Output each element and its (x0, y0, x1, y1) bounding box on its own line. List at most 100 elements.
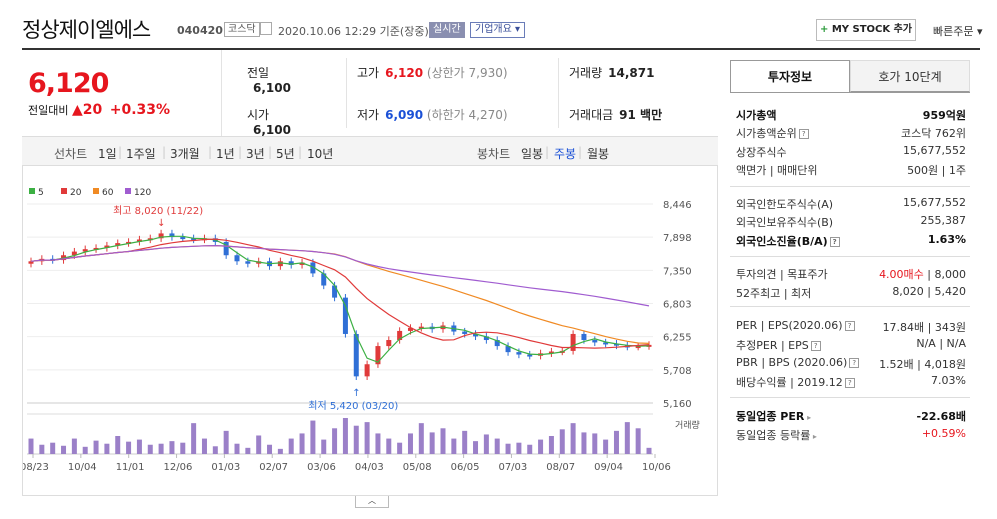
period-10y[interactable]: 10년 (307, 147, 334, 161)
volume-bar (234, 443, 240, 454)
volume-bar (646, 447, 652, 454)
tab-orderbook[interactable]: 호가 10단계 (850, 60, 970, 92)
x-tick-label: 08/07 (546, 462, 575, 473)
period-3m[interactable]: 3개월 (170, 147, 200, 161)
down-arrow-icon: ↓ (157, 218, 165, 229)
legend-label: 60 (102, 188, 114, 198)
header-divider (22, 48, 980, 50)
candle-body (332, 285, 338, 298)
y-tick-label: 5,708 (663, 366, 692, 377)
x-tick-label: 05/08 (403, 462, 432, 473)
info-value: 4.00매수 | 8,000 (879, 268, 966, 281)
info-row: 상장주식수 15,677,552 (736, 144, 966, 163)
candle-body (527, 354, 533, 357)
volume-bar (494, 438, 500, 454)
legend-swatch (125, 188, 131, 194)
legend-swatch (29, 188, 35, 194)
period-1d[interactable]: 1일 (98, 147, 117, 161)
volume-bar (158, 443, 164, 454)
period-3y[interactable]: 3년 (246, 147, 265, 161)
info-label: 배당수익률 | 2019.12? (736, 374, 855, 390)
volume-bar (180, 442, 186, 454)
volume-bar (82, 446, 88, 454)
volume-bar (267, 444, 273, 454)
volume-bar (538, 439, 544, 454)
info-divider (730, 397, 970, 398)
volume-bar (635, 428, 641, 454)
volume-bar (364, 422, 370, 454)
stock-code: 040420 (177, 24, 223, 37)
info-label: 시가총액순위? (736, 125, 809, 141)
candle-body (71, 251, 77, 256)
volume-bar (624, 422, 630, 454)
info-label: 시가총액 (736, 109, 777, 122)
stock-header: 정상제이엘에스 040420 코스닥 2020.10.06 12:29 기준(장… (0, 0, 997, 50)
y-tick-label: 8,446 (663, 200, 692, 211)
info-value: 255,387 (920, 214, 967, 227)
volume-bar (332, 428, 338, 454)
help-icon[interactable]: ? (798, 129, 809, 139)
help-icon[interactable]: ? (849, 358, 860, 368)
candle-body (147, 238, 153, 241)
divider: | (545, 145, 550, 159)
line-chart-label: 선차트 (54, 147, 88, 161)
help-icon[interactable]: ? (844, 378, 855, 388)
period-5y[interactable]: 5년 (276, 147, 295, 161)
price-change: 전일대비 ▲20 +0.33% (28, 102, 170, 118)
candle-body (28, 261, 34, 264)
info-row: 52주최고 | 최저 8,020 | 5,420 (736, 285, 966, 304)
volume-bar (429, 432, 435, 454)
candle-body (234, 255, 240, 262)
current-price: 6,120 (28, 68, 109, 99)
volume-bar (39, 444, 45, 454)
volume-bar (386, 438, 392, 454)
stock-name: 정상제이엘에스 (22, 18, 151, 42)
add-mystock-label: MY STOCK 추가 (831, 24, 913, 35)
info-row: 외국인한도주식수(A) 15,677,552 (736, 196, 966, 215)
volume-bar (245, 447, 251, 454)
info-row: 액면가 | 매매단위 500원 | 1주 (736, 162, 966, 181)
period-1y[interactable]: 1년 (216, 147, 235, 161)
candle-daily[interactable]: 일봉 (521, 147, 544, 161)
candle-body (245, 261, 251, 264)
candle-monthly[interactable]: 월봉 (587, 147, 610, 161)
volume-label: 거래량 (675, 419, 700, 431)
divider: | (578, 145, 583, 159)
legend-label: 5 (38, 188, 44, 198)
candle-body (483, 336, 489, 341)
y-tick-label: 7,350 (663, 266, 692, 277)
volume-bar (483, 434, 489, 454)
period-1w[interactable]: 1주일 (126, 147, 156, 161)
candle-body (82, 249, 88, 252)
realtime-button[interactable]: 실시간 (429, 22, 465, 38)
volume-bar (581, 432, 587, 454)
candle-body (494, 340, 500, 347)
x-tick-label: 04/03 (355, 462, 384, 473)
candle-body (407, 327, 413, 331)
candle-body (548, 351, 554, 354)
chevron-right-icon[interactable]: ▸ (804, 413, 812, 422)
info-row: 외국인소진율(B/A)? 1.63% (736, 233, 966, 252)
info-value: +0.59% (921, 427, 966, 440)
tab-investment-info[interactable]: 투자정보 (730, 60, 850, 92)
info-value: 코스닥 762위 (901, 127, 966, 140)
volume-bar (299, 433, 305, 454)
info-row: PBR | BPS (2020.06)? 1.52배 | 4,018원 (736, 356, 966, 375)
help-icon[interactable]: ? (844, 321, 855, 331)
info-row: PER | EPS(2020.06)? 17.84배 | 343원 (736, 319, 966, 338)
candle-weekly[interactable]: 주봉 (554, 147, 577, 161)
help-icon[interactable]: ? (829, 237, 840, 247)
amount-value: 91 백만 (619, 108, 663, 122)
quote-sep (346, 58, 347, 128)
info-value: 1.63% (927, 233, 966, 246)
x-tick-label: 03/06 (307, 462, 336, 473)
quick-order-dropdown[interactable]: 빠른주문 ▾ (933, 25, 983, 38)
chevron-right-icon[interactable]: ▸ (810, 432, 817, 441)
add-mystock-button[interactable]: + MY STOCK 추가 (816, 19, 916, 41)
plus-icon: + (819, 24, 829, 35)
collapse-chart-button[interactable]: ︿ (355, 496, 389, 508)
volume-bar (570, 423, 576, 454)
help-icon[interactable]: ? (810, 341, 821, 351)
company-overview-dropdown[interactable]: 기업개요 ▾ (470, 22, 525, 38)
volume-bar (310, 420, 316, 454)
